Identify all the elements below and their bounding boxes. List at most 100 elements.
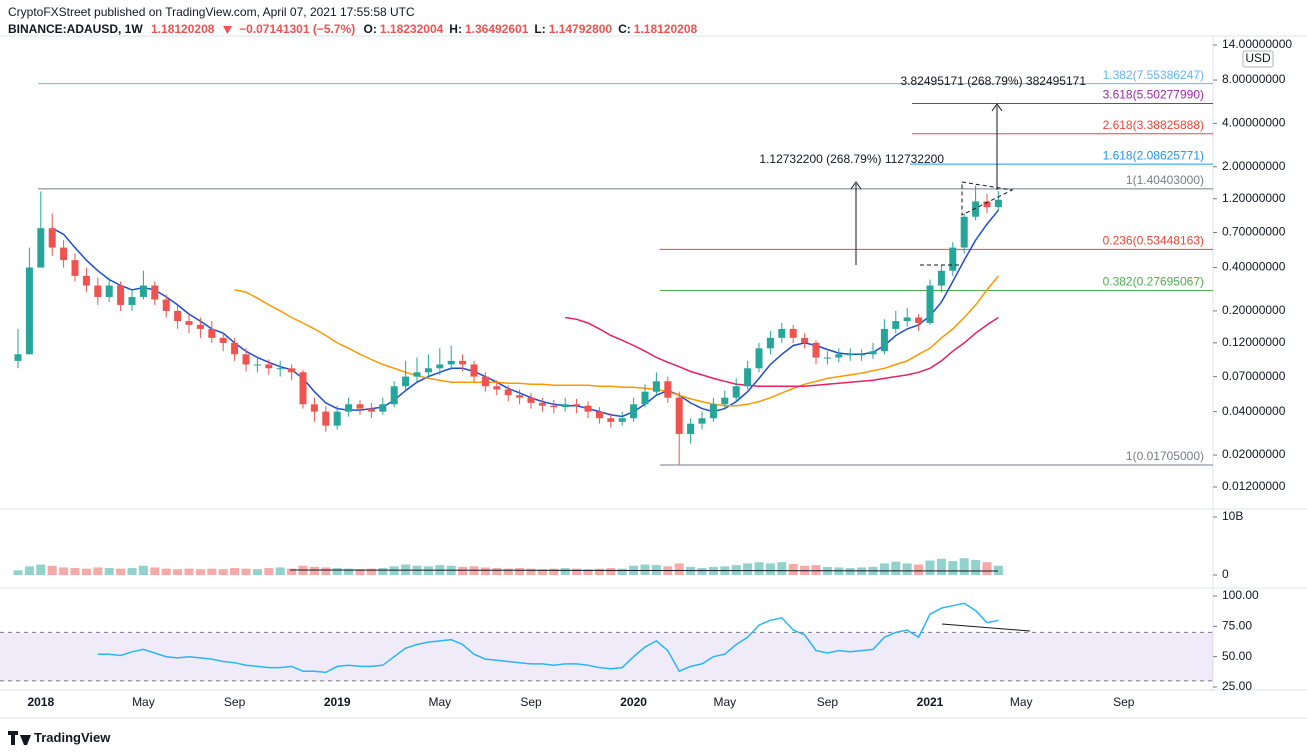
volume-bar — [230, 568, 240, 575]
y-tick-label: 1.20000000 — [1222, 191, 1286, 205]
candle-body — [299, 372, 307, 405]
candle-body — [732, 386, 740, 398]
candle-body — [607, 418, 615, 422]
volume-bar — [948, 561, 958, 575]
candle-body — [630, 404, 638, 419]
candle-body — [174, 310, 182, 322]
volume-bar — [458, 566, 468, 575]
candle-body — [926, 285, 934, 323]
volume-bar — [560, 568, 570, 575]
candle-body — [516, 395, 524, 398]
volume-bar — [902, 563, 912, 575]
volume-bar — [811, 565, 821, 575]
volume-bar — [309, 566, 319, 575]
candle-body — [219, 337, 227, 343]
candle-body — [345, 404, 353, 412]
candle-body — [333, 411, 341, 426]
fib-label: 1(0.01705000) — [1126, 449, 1204, 463]
volume-bar — [93, 567, 103, 575]
volume-bar — [59, 567, 69, 575]
x-tick-label: Sep — [1113, 695, 1135, 709]
candle-body — [231, 342, 239, 355]
candle-body — [687, 423, 695, 434]
candle-body — [413, 372, 421, 377]
candle-body — [641, 391, 649, 405]
x-tick-label: May — [713, 695, 736, 709]
volume-bar — [104, 568, 114, 575]
candle-body — [71, 260, 79, 276]
y-tick-label: 0.07000000 — [1222, 369, 1286, 383]
volume-bar — [765, 563, 775, 575]
rsi-tick-label: 100.00 — [1222, 588, 1259, 602]
y-tick-label: 4.00000000 — [1222, 116, 1286, 130]
candle-body — [470, 364, 478, 377]
y-tick-label: 0.04000000 — [1222, 404, 1286, 418]
candle-body — [755, 348, 763, 369]
drawings — [8, 103, 1031, 745]
volume-bar — [252, 569, 262, 575]
volume-bar — [275, 567, 285, 575]
volume-bar — [241, 568, 251, 575]
candle-body — [356, 404, 364, 409]
candle-body — [196, 324, 204, 329]
candle-body — [493, 386, 501, 390]
x-tick-label: 2020 — [620, 695, 647, 709]
rsi-tick-label: 75.00 — [1222, 619, 1252, 633]
volume-bar — [184, 568, 194, 575]
fib-label: 2.618(3.38825888) — [1103, 118, 1204, 132]
candle-body — [265, 364, 273, 369]
volume-bar — [389, 566, 399, 575]
volume-bar — [70, 568, 80, 575]
volume-bar — [526, 568, 536, 575]
candle-body — [573, 404, 581, 406]
candle-body — [744, 368, 752, 387]
volume-bar — [321, 567, 331, 575]
volume-bar — [971, 559, 981, 575]
x-tick-label: Sep — [224, 695, 246, 709]
candle-body — [801, 337, 809, 343]
moving-average — [51, 209, 999, 418]
candle-body — [424, 368, 432, 373]
x-tick-label: 2021 — [917, 695, 944, 709]
candle-body — [880, 328, 888, 352]
candle-body — [846, 354, 854, 356]
volume-bar — [674, 563, 684, 575]
volume-bar — [287, 568, 297, 575]
volume-bar — [891, 561, 901, 575]
volume-bar — [731, 565, 741, 575]
candle-body — [869, 351, 877, 355]
volume-bar — [617, 568, 627, 575]
candle-body — [367, 408, 375, 412]
candle-body — [288, 368, 296, 373]
rsi-tick-label: 25.00 — [1222, 679, 1252, 693]
volume-bar — [515, 568, 525, 575]
ohlc-value: 1.36492601 — [464, 22, 529, 36]
volume-bar — [150, 567, 160, 575]
candle-body — [162, 299, 170, 311]
volume-bar — [537, 569, 547, 575]
candle-body — [538, 402, 546, 406]
candle-body — [117, 285, 125, 305]
layers: 14.00000000 8.00000000 4.00000000 2.0000000… — [0, 37, 1292, 709]
candle-body — [436, 364, 444, 369]
arrow-head — [850, 181, 862, 190]
candle-body — [151, 285, 159, 300]
candle-body — [960, 216, 968, 248]
candle-body — [379, 404, 387, 412]
candle-body — [390, 386, 398, 405]
candle-body — [208, 328, 216, 338]
volume-bar — [697, 568, 707, 575]
candle-body — [915, 317, 923, 323]
moving-average — [234, 275, 999, 407]
candle-body — [504, 389, 512, 396]
candle-body — [459, 360, 467, 365]
candle-body — [584, 405, 592, 412]
candle-body — [721, 397, 729, 405]
y-tick-label: 0.40000000 — [1222, 260, 1286, 274]
ohlc-key: O: — [363, 22, 377, 36]
volume-bar — [993, 565, 1003, 575]
y-tick-label: 0.70000000 — [1222, 225, 1286, 239]
volume-bar — [959, 558, 969, 575]
volume-bar — [754, 562, 764, 575]
candle-body — [128, 296, 136, 305]
